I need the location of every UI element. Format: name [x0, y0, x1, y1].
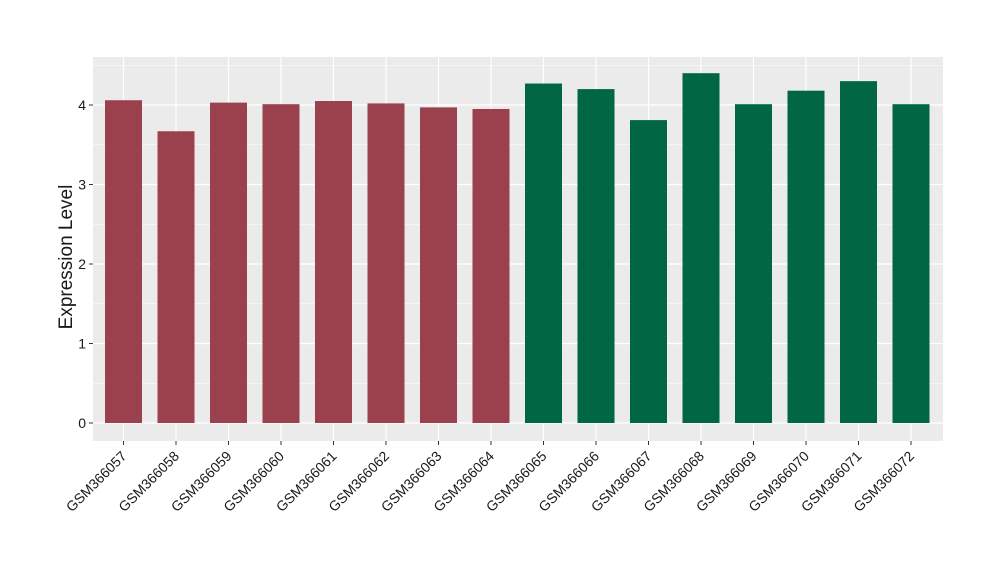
bar-GSM366072: [892, 104, 930, 423]
bar-GSM366066: [577, 89, 615, 423]
bar-GSM366067: [630, 120, 667, 423]
bar-GSM366068: [682, 73, 720, 423]
bar-GSM366061: [315, 101, 352, 424]
bar-GSM366057: [105, 100, 142, 423]
bar-GSM366062: [367, 103, 405, 423]
bar-GSM366058: [157, 131, 195, 424]
y-tick-label: 0: [78, 415, 86, 431]
bar-GSM366065: [525, 83, 562, 423]
bar-GSM366060: [262, 104, 300, 423]
bar-GSM366059: [210, 102, 247, 424]
bar-GSM366064: [472, 108, 510, 423]
y-axis: 0 1 2 3 4: [78, 97, 93, 431]
y-tick-label: 4: [78, 97, 86, 113]
bar-GSM366063: [420, 107, 457, 423]
y-tick-label: 2: [78, 256, 86, 272]
y-tick-label: 1: [78, 336, 86, 352]
y-tick-label: 3: [78, 177, 86, 193]
x-axis: GSM366057GSM366058GSM366059GSM366060GSM3…: [63, 441, 917, 515]
bar-GSM366069: [735, 104, 772, 423]
bars: [105, 73, 930, 424]
bar-GSM366070: [787, 90, 825, 423]
y-axis-title: Expression Level: [56, 185, 77, 330]
bar-GSM366071: [840, 81, 877, 424]
